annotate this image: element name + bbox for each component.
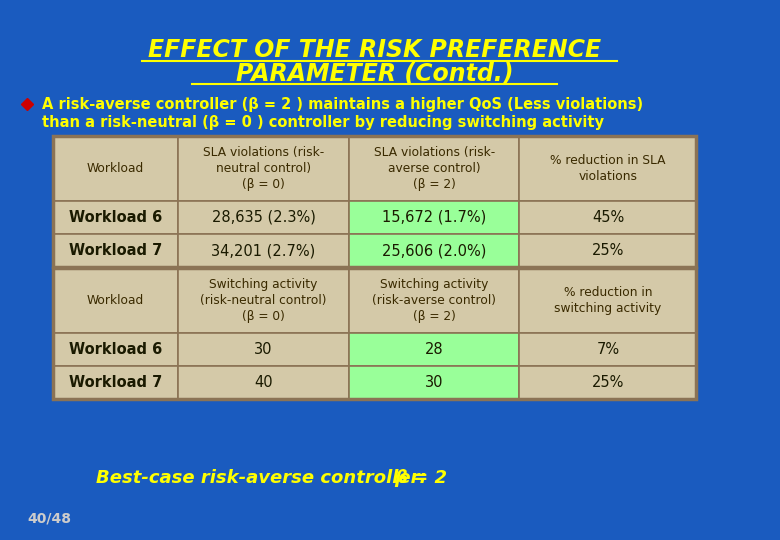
Bar <box>349 268 519 333</box>
Text: 28: 28 <box>425 342 444 357</box>
Text: 30: 30 <box>425 375 443 390</box>
Text: β = 2: β = 2 <box>394 469 447 487</box>
Text: 25%: 25% <box>592 243 624 258</box>
Bar <box>179 333 349 366</box>
Text: % reduction in SLA
violations: % reduction in SLA violations <box>550 154 665 183</box>
Text: SLA violations (risk-
averse control)
(β = 2): SLA violations (risk- averse control) (β… <box>374 146 495 191</box>
Text: Workload 7: Workload 7 <box>69 243 162 258</box>
Text: Switching activity
(risk-neutral control)
(β = 0): Switching activity (risk-neutral control… <box>200 278 327 323</box>
Text: 30: 30 <box>254 342 273 357</box>
Bar <box>519 333 697 366</box>
Text: Workload 6: Workload 6 <box>69 210 162 225</box>
Text: 40: 40 <box>254 375 273 390</box>
Bar <box>519 136 697 201</box>
Bar <box>53 201 179 234</box>
Text: 40/48: 40/48 <box>27 511 71 525</box>
Bar <box>179 366 349 399</box>
Bar <box>519 201 697 234</box>
Bar <box>53 366 179 399</box>
Text: PARAMETER (Contd.): PARAMETER (Contd.) <box>236 61 513 85</box>
Text: Workload: Workload <box>87 162 144 175</box>
Bar <box>179 268 349 333</box>
Text: 7%: 7% <box>597 342 619 357</box>
Text: SLA violations (risk-
neutral control)
(β = 0): SLA violations (risk- neutral control) (… <box>203 146 324 191</box>
Bar <box>349 136 519 201</box>
Text: Workload 6: Workload 6 <box>69 342 162 357</box>
Bar <box>53 234 179 267</box>
Text: A risk-averse controller (β = 2 ) maintains a higher QoS (Less violations): A risk-averse controller (β = 2 ) mainta… <box>42 97 643 111</box>
Bar <box>53 268 697 399</box>
Bar <box>349 234 519 267</box>
Bar <box>519 366 697 399</box>
Bar <box>519 234 697 267</box>
Text: Workload: Workload <box>87 294 144 307</box>
Bar <box>179 234 349 267</box>
Bar <box>349 333 519 366</box>
Bar <box>53 136 697 267</box>
Text: Workload 7: Workload 7 <box>69 375 162 390</box>
Text: 25%: 25% <box>592 375 624 390</box>
Text: 15,672 (1.7%): 15,672 (1.7%) <box>382 210 486 225</box>
Bar <box>519 268 697 333</box>
Bar <box>179 136 349 201</box>
Text: % reduction in
switching activity: % reduction in switching activity <box>555 286 661 315</box>
Bar <box>53 333 179 366</box>
Text: 28,635 (2.3%): 28,635 (2.3%) <box>211 210 316 225</box>
Bar <box>349 366 519 399</box>
Text: Best-case risk-averse controller:: Best-case risk-averse controller: <box>96 469 439 487</box>
Bar <box>179 201 349 234</box>
Bar <box>349 201 519 234</box>
Text: 34,201 (2.7%): 34,201 (2.7%) <box>211 243 316 258</box>
Text: than a risk-neutral (β = 0 ) controller by reducing switching activity: than a risk-neutral (β = 0 ) controller … <box>42 114 604 130</box>
Text: EFFECT OF THE RISK PREFERENCE: EFFECT OF THE RISK PREFERENCE <box>148 38 601 62</box>
Bar <box>53 268 179 333</box>
Text: Switching activity
(risk-averse control)
(β = 2): Switching activity (risk-averse control)… <box>372 278 496 323</box>
Bar <box>53 136 179 201</box>
Text: 45%: 45% <box>592 210 624 225</box>
Text: 25,606 (2.0%): 25,606 (2.0%) <box>382 243 487 258</box>
